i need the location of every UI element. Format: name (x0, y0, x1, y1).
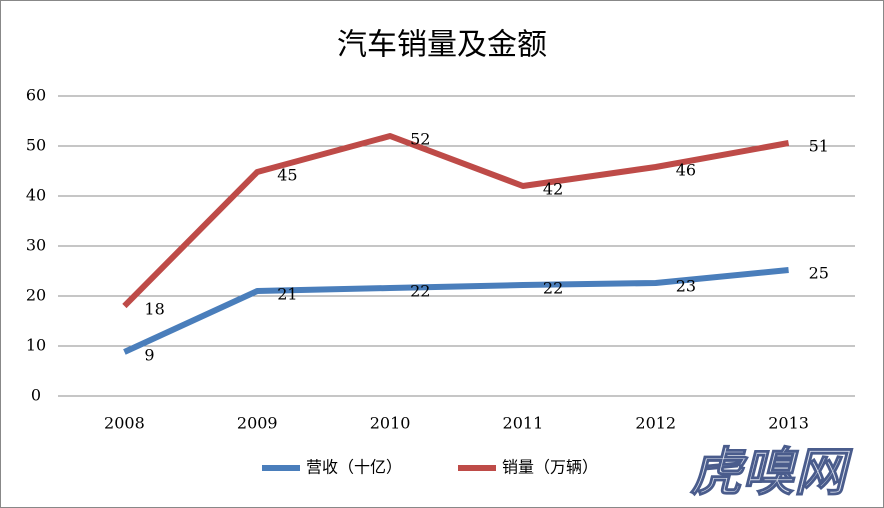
series-line (123, 267, 789, 355)
x-tick-label: 2011 (503, 414, 544, 433)
y-tick-label: 30 (26, 236, 46, 255)
y-tick-label: 40 (26, 186, 46, 205)
data-label: 51 (809, 137, 829, 156)
data-label: 42 (543, 180, 563, 199)
x-tick-label: 2010 (370, 414, 411, 433)
legend-label: 营收（十亿） (306, 458, 402, 477)
chart-title: 汽车销量及金额 (337, 28, 547, 63)
y-tick-label: 10 (26, 336, 46, 355)
x-tick-label: 2008 (104, 414, 145, 433)
y-tick-label: 20 (26, 286, 46, 305)
data-label: 22 (543, 279, 563, 298)
series-line (122, 133, 790, 309)
x-tick-label: 2009 (237, 414, 278, 433)
y-tick-label: 60 (26, 86, 46, 105)
data-label: 46 (676, 161, 696, 180)
data-label: 18 (144, 300, 164, 319)
legend-label: 销量（万辆） (502, 458, 598, 477)
data-label: 52 (410, 130, 430, 149)
y-tick-label: 0 (31, 386, 41, 405)
data-label: 21 (277, 285, 297, 304)
data-label: 45 (277, 166, 297, 185)
x-tick-label: 2012 (635, 414, 676, 433)
data-label: 22 (410, 282, 430, 301)
y-tick-label: 50 (26, 136, 46, 155)
data-label: 9 (144, 346, 154, 365)
data-label: 23 (676, 277, 696, 296)
x-tick-label: 2013 (768, 414, 809, 433)
watermark: 虎嗅网 (690, 443, 853, 503)
data-label: 25 (809, 264, 829, 283)
